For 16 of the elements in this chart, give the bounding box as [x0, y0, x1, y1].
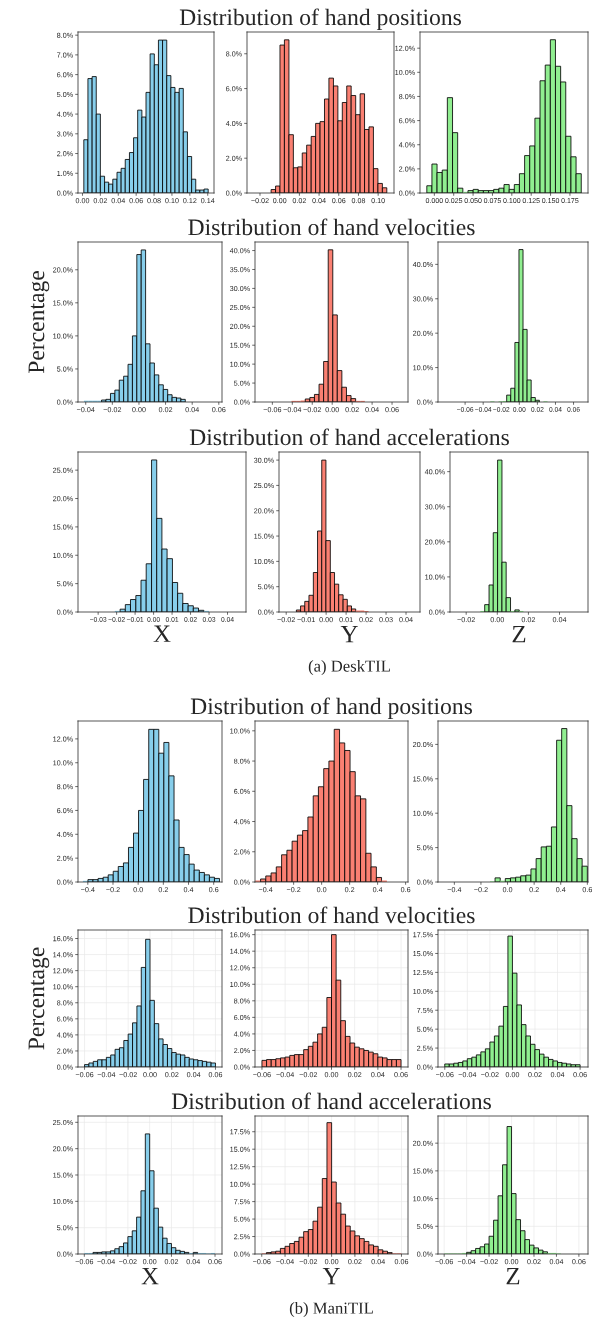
chart-title: Distribution of hand accelerations: [189, 428, 509, 446]
chart-title: Distribution of hand velocities: [188, 218, 475, 236]
chart-title: Distribution of hand accelerations: [171, 1092, 491, 1110]
x-axis-title: Z: [506, 1267, 520, 1285]
x-axis-title: Y: [340, 625, 358, 643]
chart-title: Distribution of hand positions: [190, 697, 472, 720]
x-axis-title: Z: [512, 625, 526, 643]
text: (a) DeskTIL: [308, 660, 390, 676]
y-axis-title: Percentage: [28, 947, 50, 1050]
text: (b) ManiTIL: [289, 1302, 373, 1318]
chart-title: Distribution of hand velocities: [188, 906, 475, 924]
chart-title: Distribution of hand positions: [179, 8, 461, 31]
x-axis-title: X: [141, 1267, 159, 1285]
y-axis-title: Percentage: [28, 271, 50, 374]
x-axis-title: Y: [322, 1267, 340, 1285]
x-axis-title: X: [153, 625, 171, 642]
